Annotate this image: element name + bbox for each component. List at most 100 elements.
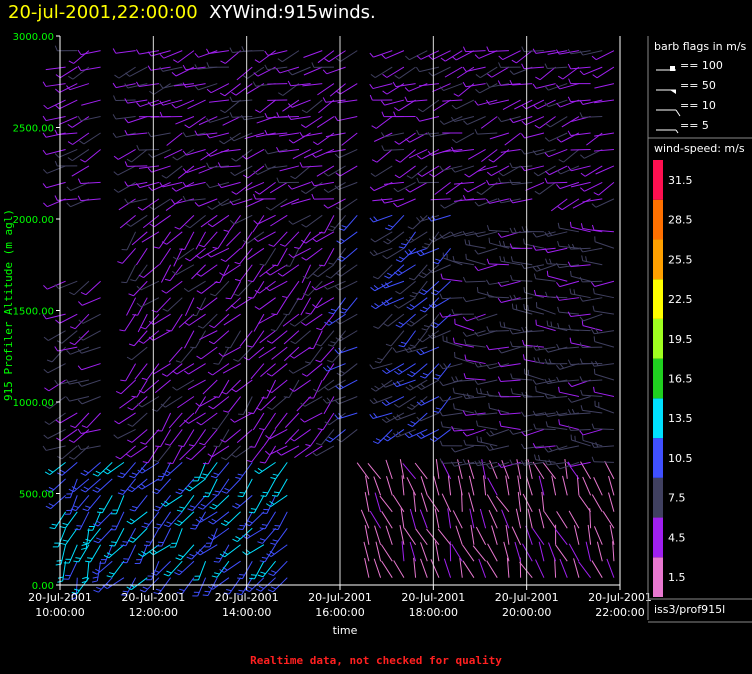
wind-barb-shaft (115, 132, 136, 138)
wind-barb (54, 45, 78, 52)
wind-barb (236, 429, 253, 443)
wind-barb-shaft (400, 313, 416, 328)
wind-barb-flag (474, 201, 479, 207)
wind-barb-shaft (118, 412, 136, 425)
wind-barb-shaft (481, 149, 498, 163)
wind-barb-flag (165, 470, 171, 474)
wind-barb (221, 478, 241, 494)
wind-barb-flag (96, 586, 102, 590)
wind-barb-flag (395, 259, 402, 263)
wind-barb-shaft (420, 412, 440, 422)
wind-barb (313, 264, 335, 278)
wind-barb-shaft (247, 231, 265, 244)
wind-barb-flag (474, 232, 479, 238)
wind-barb-flag (396, 414, 401, 419)
wind-barb (153, 363, 171, 375)
wind-barb-flag (427, 150, 432, 156)
wind-barb-flag (66, 202, 71, 208)
wind-barb (148, 330, 171, 341)
wind-barb-shaft (410, 231, 428, 243)
wind-barb (404, 428, 428, 439)
wind-barb-shaft (383, 148, 404, 151)
wind-barb-shaft (539, 116, 556, 129)
wind-barb-shaft (461, 491, 463, 512)
wind-barb (323, 379, 346, 391)
wind-barb (287, 99, 311, 108)
wind-barb-shaft (465, 66, 486, 72)
wind-barb (568, 543, 580, 562)
wind-barb-shaft (234, 412, 253, 423)
y-tick-label: 0.00 (32, 581, 54, 592)
wind-barb-shaft (467, 116, 486, 125)
wind-barb (303, 66, 323, 76)
wind-barb (287, 114, 311, 120)
wind-barb (65, 396, 90, 402)
wind-barb-shaft (512, 393, 533, 398)
wind-barb-shaft (532, 528, 545, 546)
wind-barb-flag (322, 398, 328, 404)
wind-barb (156, 528, 172, 547)
wind-barb (139, 165, 159, 169)
wind-barb-flag (56, 559, 63, 562)
wind-barb-flag (159, 53, 165, 59)
wind-barb (462, 313, 486, 322)
wind-barb-shaft (320, 346, 335, 363)
wind-barb-flag (115, 455, 121, 460)
wind-barb-shaft (265, 478, 277, 497)
wind-barb (497, 297, 521, 303)
wind-barb-flag (593, 336, 596, 342)
wind-barb (485, 99, 510, 105)
wind-barb-shaft (512, 330, 533, 335)
wind-barb-flag (238, 589, 244, 592)
barb-legend-label: == 5 (680, 119, 709, 132)
wind-barb-flag (509, 329, 513, 335)
wind-barb-flag (580, 154, 585, 159)
wind-barb-shaft (585, 541, 592, 562)
wind-barb-flag (300, 402, 306, 407)
wind-barb (441, 460, 452, 480)
wind-barb-shaft (500, 412, 521, 416)
wind-barb (129, 495, 148, 512)
wind-barb-shaft (271, 379, 288, 394)
wind-barb (394, 165, 416, 179)
wind-barb-flag (152, 459, 159, 463)
wind-barb (263, 429, 277, 447)
wind-barb-flag (591, 442, 595, 448)
wind-barb-flag (288, 369, 294, 374)
wind-barb-flag (385, 227, 391, 231)
wind-barb (587, 524, 592, 545)
wind-barb (80, 528, 90, 550)
wind-barb-flag (199, 442, 205, 446)
wind-barb-flag (220, 258, 226, 263)
wind-barb-shaft (539, 66, 556, 81)
wind-barb-flag (385, 367, 391, 372)
wind-barb-flag (384, 275, 390, 279)
wind-barb-shaft (479, 508, 487, 529)
wind-barb (276, 112, 299, 118)
wind-barb-flag (567, 409, 572, 415)
wind-barb (87, 511, 102, 531)
wind-barb-flag (77, 49, 82, 55)
wind-barb-flag (475, 74, 481, 79)
wind-barb (194, 50, 218, 58)
wind-barb (546, 320, 568, 332)
wind-barb-flag (371, 125, 377, 129)
wind-barb-flag (254, 470, 260, 475)
wind-barb-shaft (47, 99, 66, 110)
wind-barb-flag (62, 522, 68, 526)
wind-barb-shaft (373, 50, 393, 58)
wind-barb (264, 50, 288, 56)
wind-barb-flag (463, 373, 467, 379)
wind-barb-flag (92, 571, 98, 575)
wind-barb-shaft (541, 491, 545, 512)
wind-barb-shaft (532, 461, 545, 480)
wind-barb (239, 330, 253, 347)
wind-barb-flag (267, 406, 273, 410)
wind-barb-flag (327, 344, 334, 347)
wind-barb (92, 560, 113, 575)
wind-barb-flag (544, 447, 549, 453)
wind-barb (247, 330, 265, 348)
wind-barb-shaft (197, 462, 207, 482)
wind-barb (581, 435, 603, 447)
wind-barb (535, 559, 545, 578)
